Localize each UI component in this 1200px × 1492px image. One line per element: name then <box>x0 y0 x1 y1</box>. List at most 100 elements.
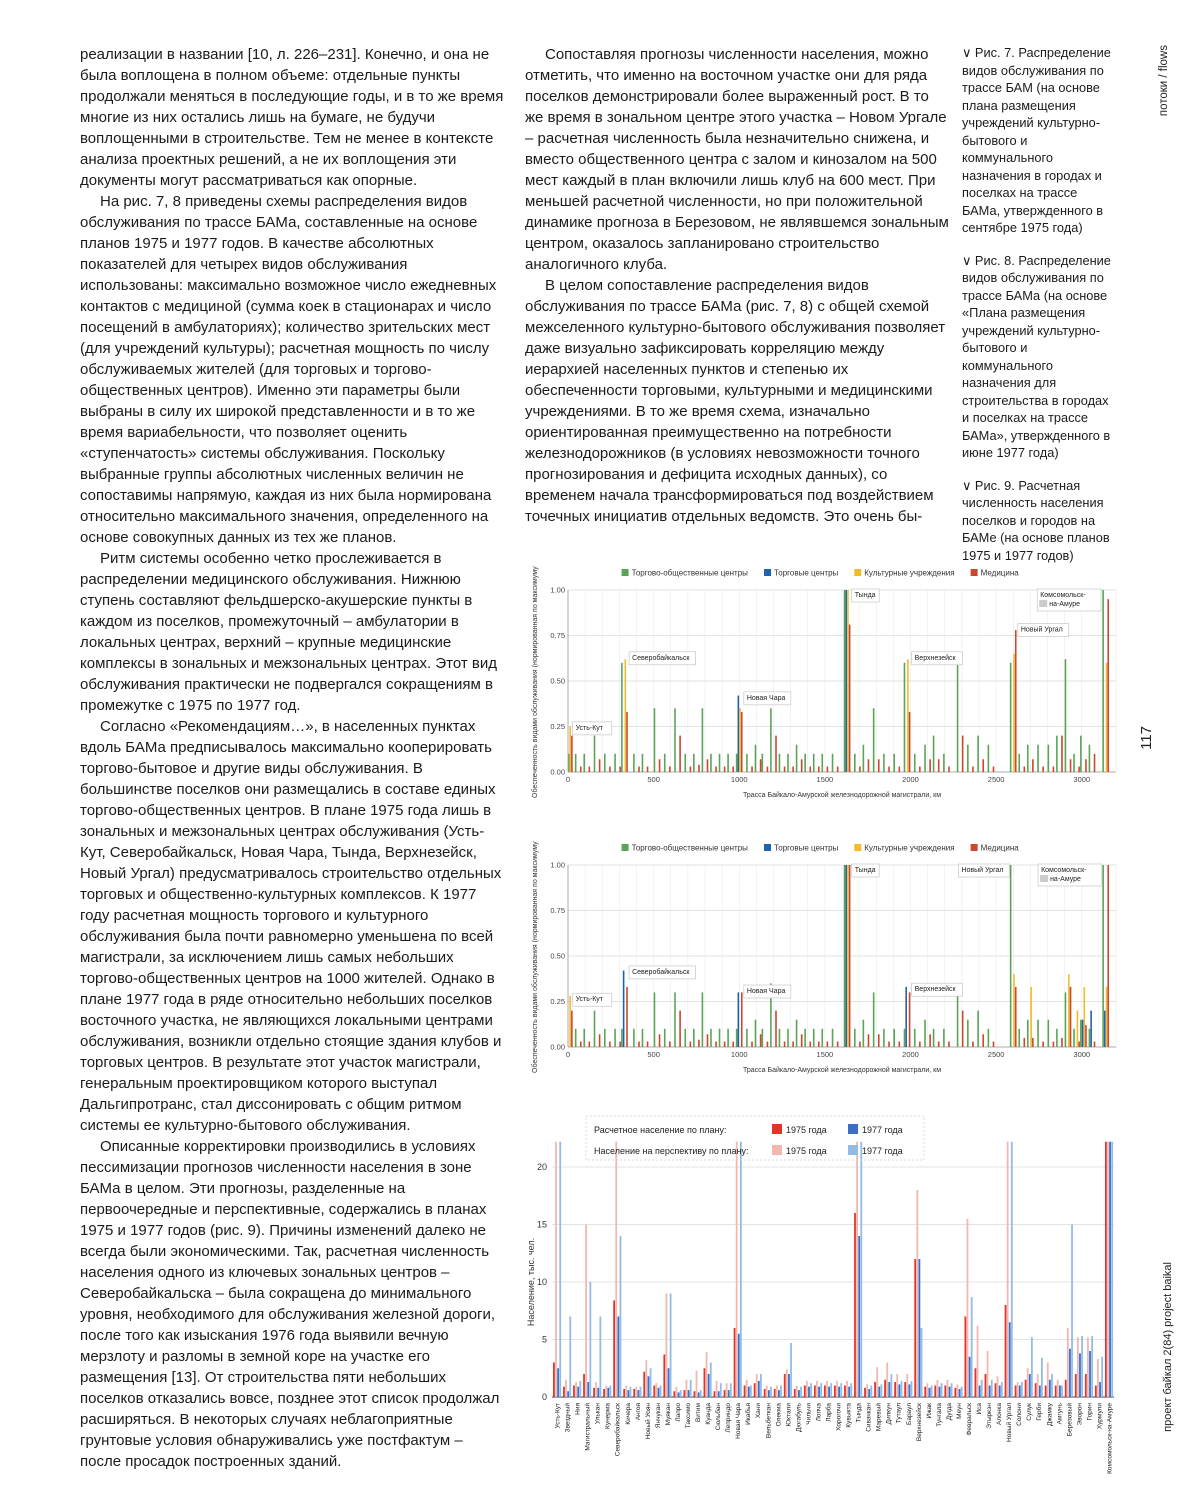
svg-text:Население, тыс. чел.: Население, тыс. чел. <box>526 1238 536 1326</box>
svg-text:Торговые центры: Торговые центры <box>774 844 838 853</box>
svg-text:1500: 1500 <box>817 775 834 784</box>
svg-text:Ларба: Ларба <box>824 1403 832 1422</box>
svg-text:Олекма: Олекма <box>775 1403 782 1427</box>
figure-9-svg: 0 5 10 15 20 Усть-Кут Звездный Ния Магистральный… <box>526 1115 1114 1474</box>
figure-caption: ∨ Рис. 7. Распределение видов обслуживан… <box>962 45 1111 235</box>
svg-text:2500: 2500 <box>988 1050 1005 1059</box>
svg-text:Верхнезейск: Верхнезейск <box>915 985 957 993</box>
svg-text:Улькан: Улькан <box>595 1403 602 1424</box>
svg-text:Маревый: Маревый <box>875 1403 883 1431</box>
svg-text:Тында: Тында <box>855 867 876 874</box>
svg-text:Юктали: Юктали <box>785 1403 792 1427</box>
paragraph: В целом сопоставление распределения видо… <box>525 277 946 525</box>
svg-text:Иса: Иса <box>976 1403 983 1415</box>
svg-text:2000: 2000 <box>902 775 919 784</box>
svg-text:1000: 1000 <box>731 775 748 784</box>
svg-text:Лапро: Лапро <box>675 1403 682 1422</box>
figure-captions: ∨ Рис. 7. Распределение видов обслуживан… <box>962 44 1112 579</box>
svg-text:1977 года: 1977 года <box>862 1125 903 1135</box>
svg-text:0: 0 <box>542 1392 547 1402</box>
svg-text:Муякан: Муякан <box>665 1403 672 1426</box>
svg-text:1975 года: 1975 года <box>786 1125 827 1135</box>
svg-text:1.00: 1.00 <box>550 861 565 870</box>
svg-text:Куанда: Куанда <box>705 1403 712 1425</box>
svg-text:Новая Чара: Новая Чара <box>747 988 786 995</box>
svg-text:Джамку: Джамку <box>1046 1402 1053 1426</box>
svg-text:Дюгабуль: Дюгабуль <box>794 1402 802 1432</box>
paragraph: Сопоставляя прогнозы численности населен… <box>525 46 949 273</box>
svg-text:Тунгала: Тунгала <box>936 1403 943 1427</box>
svg-text:Сулук: Сулук <box>1026 1403 1033 1421</box>
svg-text:1975 года: 1975 года <box>786 1146 827 1156</box>
svg-text:Сивачкан: Сивачкан <box>866 1403 873 1432</box>
journal-footer-vertical: проект байкал 2(84) project baikal <box>1162 1262 1174 1432</box>
paragraph: реализации в названии [10, л. 226–231]. … <box>80 46 504 189</box>
svg-text:Ижак: Ижак <box>926 1403 933 1419</box>
svg-text:Хурмули: Хурмули <box>1096 1403 1103 1429</box>
svg-text:Усть-Кут: Усть-Кут <box>576 996 604 1003</box>
svg-text:Новый Ургал: Новый Ургал <box>961 866 1003 874</box>
svg-text:Тында: Тында <box>855 592 876 599</box>
svg-text:Таксимо: Таксимо <box>685 1403 692 1429</box>
svg-text:500: 500 <box>647 1050 660 1059</box>
svg-text:Солони: Солони <box>1016 1403 1023 1426</box>
svg-text:Усть-Кут: Усть-Кут <box>576 725 604 732</box>
svg-text:Эворон: Эворон <box>1076 1403 1083 1426</box>
paragraph: Описанные корректировки производились в … <box>80 1138 500 1470</box>
svg-text:Верхнезейск: Верхнезейск <box>915 654 957 662</box>
svg-text:Вельбеткан: Вельбеткан <box>764 1403 772 1439</box>
svg-text:Витим: Витим <box>695 1402 702 1422</box>
svg-text:1977 года: 1977 года <box>862 1146 903 1156</box>
svg-text:1500: 1500 <box>817 1050 834 1059</box>
svg-text:Новый Ургал: Новый Ургал <box>1005 1403 1013 1442</box>
svg-text:0.50: 0.50 <box>550 677 565 686</box>
svg-text:Янчукан: Янчукан <box>655 1403 662 1429</box>
left-column: реализации в названии [10, л. 226–231]. … <box>80 44 506 1472</box>
svg-text:Трасса Байкало-Амурской железн: Трасса Байкало-Амурской железнодорожной … <box>743 791 941 799</box>
svg-text:0.75: 0.75 <box>550 906 565 915</box>
svg-text:Икабья: Икабья <box>744 1403 752 1425</box>
svg-text:0.25: 0.25 <box>550 722 565 731</box>
svg-text:2500: 2500 <box>988 775 1005 784</box>
svg-text:Горин: Горин <box>1086 1403 1093 1421</box>
svg-text:Торгово-общественные центры: Торгово-общественные центры <box>632 569 749 578</box>
svg-text:Культурные учреждения: Культурные учреждения <box>864 844 954 853</box>
svg-text:500: 500 <box>647 775 660 784</box>
paragraph: На рис. 7, 8 приведены схемы распределен… <box>80 193 497 546</box>
svg-text:Дугда: Дугда <box>946 1403 953 1421</box>
svg-text:Торговые центры: Торговые центры <box>774 569 838 578</box>
svg-text:Магистральный: Магистральный <box>584 1403 592 1451</box>
svg-text:Герби: Герби <box>1035 1403 1043 1421</box>
svg-text:20: 20 <box>537 1162 547 1172</box>
figure-7-svg: Торгово-общественные центры Торговые цент… <box>531 566 1117 799</box>
svg-text:0.25: 0.25 <box>550 997 565 1006</box>
svg-text:Кичера: Кичера <box>625 1403 632 1425</box>
svg-text:0: 0 <box>566 775 570 784</box>
svg-text:Северобайкальск: Северобайкальск <box>614 1403 622 1456</box>
svg-text:Алонка: Алонка <box>996 1403 1003 1425</box>
svg-text:3000: 3000 <box>1073 775 1090 784</box>
svg-text:Новый Ургал: Новый Ургал <box>1021 626 1063 634</box>
svg-text:Этыркэн: Этыркэн <box>986 1403 993 1429</box>
svg-text:Ангоя: Ангоя <box>635 1403 642 1421</box>
svg-text:Меун: Меун <box>956 1403 963 1419</box>
svg-text:10: 10 <box>537 1277 547 1287</box>
svg-text:Новая Чара: Новая Чара <box>735 1403 742 1439</box>
svg-text:Медицина: Медицина <box>981 844 1020 853</box>
svg-text:5: 5 <box>542 1335 547 1345</box>
svg-text:0.75: 0.75 <box>550 631 565 640</box>
svg-text:0.00: 0.00 <box>550 768 565 777</box>
svg-text:Культурные учреждения: Культурные учреждения <box>864 569 954 578</box>
svg-text:Новый Уоян: Новый Уоян <box>644 1403 652 1440</box>
svg-text:Комсомольск-: Комсомольск- <box>1040 592 1086 599</box>
svg-text:Новая Чара: Новая Чара <box>747 695 786 702</box>
svg-text:Комсомольск-: Комсомольск- <box>1041 867 1087 874</box>
svg-text:0.50: 0.50 <box>550 952 565 961</box>
svg-text:Верхнезейск: Верхнезейск <box>915 1403 923 1441</box>
figure-caption: ∨ Рис. 9. Расчетная численность населени… <box>962 477 1110 563</box>
svg-text:Лопча: Лопча <box>815 1403 822 1422</box>
svg-text:Февральск: Февральск <box>966 1403 973 1436</box>
svg-text:Хани: Хани <box>755 1403 762 1419</box>
svg-text:Обеспеченность видами обслужив: Обеспеченность видами обслуживания (норм… <box>531 841 539 1073</box>
